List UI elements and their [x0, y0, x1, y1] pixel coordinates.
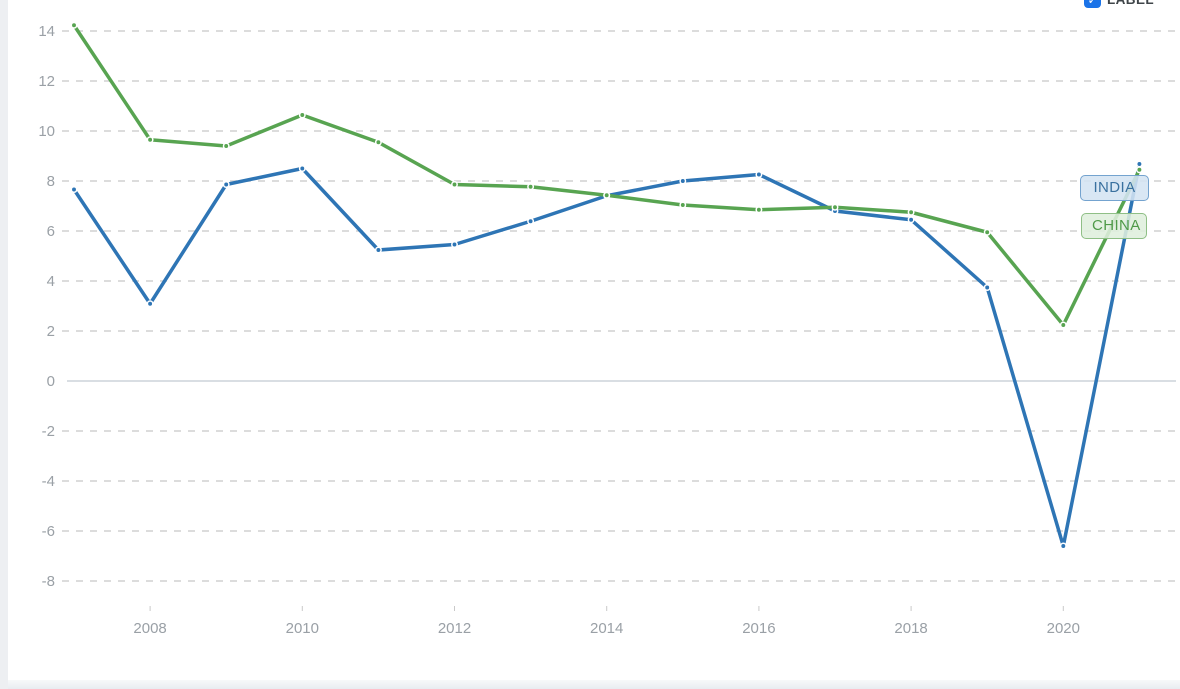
data-point-india-2009 [222, 181, 230, 188]
page-edge-left [0, 0, 8, 689]
x-axis-tick-label: 2014 [590, 620, 623, 637]
y-axis-tick-label: 6 [47, 223, 55, 240]
series-end-label-china: CHINA [1081, 213, 1147, 239]
x-axis-tick-label: 2008 [133, 620, 166, 637]
data-point-india-2013 [527, 217, 535, 225]
data-point-india-2008 [146, 300, 154, 308]
data-point-india-2016 [755, 171, 763, 178]
data-point-india-2007 [70, 186, 78, 193]
label-checkbox-icon[interactable]: ✓ [1084, 0, 1101, 8]
data-point-china-2013 [527, 183, 535, 191]
data-point-china-2009 [222, 142, 230, 150]
series-end-label-india: INDIA [1080, 175, 1149, 201]
data-point-china-2010 [298, 111, 306, 119]
y-axis-tick-label: 0 [47, 373, 55, 390]
y-axis-tick-label: 8 [47, 173, 55, 190]
data-point-china-2016 [755, 206, 763, 214]
y-axis-tick-label: -6 [42, 523, 55, 540]
label-toggle-text[interactable]: LABEL [1107, 0, 1154, 8]
x-axis-tick-label: 2020 [1047, 620, 1080, 637]
data-point-india-2019 [983, 284, 991, 291]
x-axis-tick-label: 2016 [742, 620, 775, 637]
y-axis-tick-label: -8 [42, 573, 55, 590]
y-axis-tick-label: 2 [47, 323, 55, 340]
y-axis-tick-label: -2 [42, 423, 55, 440]
page-edge-bottom [8, 680, 1180, 689]
data-point-china-2019 [983, 228, 991, 236]
data-point-china-2014 [603, 191, 611, 199]
data-point-india-2021 [1135, 160, 1143, 168]
data-point-india-2015 [679, 177, 687, 185]
series-line-india [72, 162, 1142, 548]
y-axis-tick-label: -4 [42, 473, 55, 490]
y-axis-tick-label: 10 [38, 123, 55, 140]
x-axis-tick-label: 2010 [286, 620, 319, 637]
label-toggle[interactable]: ✓ LABEL [1084, 0, 1154, 8]
y-axis-tick-label: 4 [47, 273, 55, 290]
data-point-china-2018 [907, 208, 915, 216]
data-point-china-2017 [831, 203, 839, 211]
y-axis-tick-label: 12 [38, 73, 55, 90]
data-point-india-2020 [1059, 542, 1067, 550]
data-point-india-2010 [298, 165, 306, 172]
data-point-china-2020 [1059, 321, 1067, 329]
data-point-india-2011 [374, 246, 382, 254]
x-axis-tick-label: 2012 [438, 620, 471, 637]
data-point-china-2021 [1135, 166, 1143, 174]
x-axis-tick-label: 2018 [894, 620, 927, 637]
data-point-china-2011 [374, 138, 382, 146]
data-point-china-2015 [679, 201, 687, 209]
data-point-india-2018 [907, 216, 915, 224]
data-point-china-2008 [146, 136, 154, 144]
data-point-india-2012 [451, 241, 458, 248]
data-point-china-2007 [70, 21, 78, 29]
y-axis-tick-label: 14 [38, 23, 55, 40]
data-point-china-2012 [451, 181, 458, 188]
